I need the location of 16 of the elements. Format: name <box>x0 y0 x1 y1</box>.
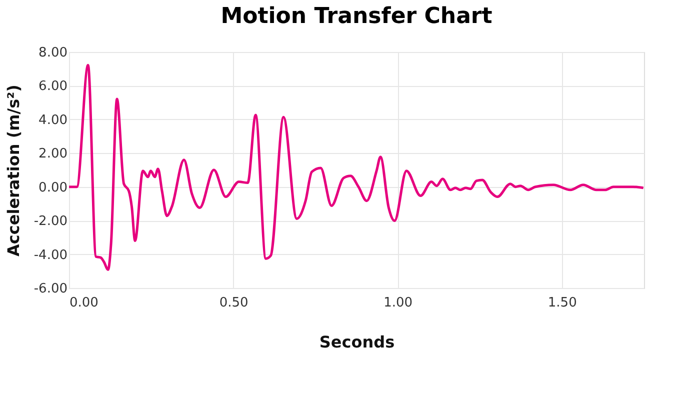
y-tick-label: 6.00 <box>38 79 68 94</box>
x-tick-label: 0.00 <box>70 296 98 310</box>
x-tick-label: 0.50 <box>219 296 248 310</box>
x-tick-label: 1.00 <box>384 296 413 310</box>
x-tick-label: 1.50 <box>548 296 577 310</box>
y-tick-label: -6.00 <box>34 282 68 296</box>
line-series <box>68 64 645 271</box>
y-tick-label: 4.00 <box>38 112 68 128</box>
y-tick-label: 8.00 <box>38 46 68 60</box>
x-axis-title: Seconds <box>319 332 395 352</box>
y-tick-label: -4.00 <box>34 248 68 263</box>
y-axis-title: Acceleration (m/s²) <box>4 84 23 256</box>
y-tick-label: -2.00 <box>34 214 68 230</box>
y-tick-label: 2.00 <box>38 146 68 162</box>
chart-title: Motion Transfer Chart <box>220 4 493 29</box>
y-tick-label: 0.00 <box>38 180 68 196</box>
